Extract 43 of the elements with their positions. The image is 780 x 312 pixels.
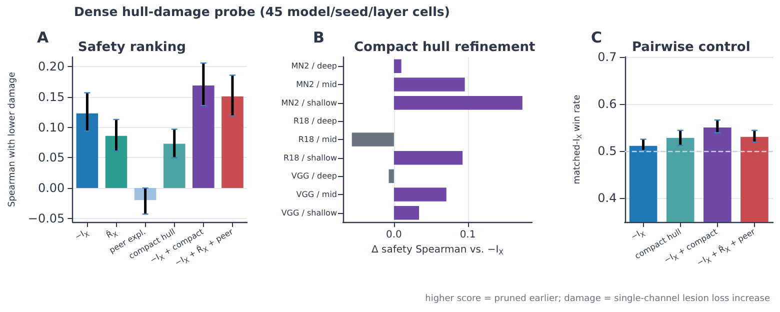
- y-tick-label: MN2 / deep: [291, 62, 337, 71]
- y-tick-label: R18 / mid: [298, 135, 337, 144]
- y-tick-label: R18 / shallow: [283, 153, 338, 162]
- bar: [105, 136, 128, 188]
- y-tick-label: 0.6: [598, 97, 617, 112]
- text: B: [313, 28, 324, 46]
- y-tick-label: 0.05: [38, 150, 65, 165]
- chart-title: Pairwise control: [632, 40, 750, 55]
- bar: [222, 96, 244, 188]
- y-tick-label: 0.15: [38, 90, 65, 104]
- bar: [76, 113, 98, 188]
- bar: [192, 86, 214, 188]
- y-axis-title: Spearman with lower damage: [8, 72, 18, 208]
- y-tick-label: −0.05: [28, 211, 65, 226]
- bar: [352, 132, 394, 146]
- x-tick-label: 0.0: [386, 230, 402, 240]
- bar: [394, 96, 522, 110]
- bar: [394, 206, 420, 220]
- y-tick-label: 0.7: [598, 50, 617, 64]
- y-tick-label: VGG / mid: [296, 190, 337, 199]
- text: Dense hull-damage probe (45 model/seed/layer cells): [74, 4, 450, 19]
- y-tick-label: 0.10: [38, 120, 65, 134]
- y-tick-label: MN2 / shallow: [281, 98, 338, 108]
- y-tick-label: 0.4: [598, 191, 617, 206]
- bar: [163, 144, 186, 188]
- text: higher score = pruned earlier; damage = single-channel lesion loss increase: [425, 294, 770, 304]
- bar: [394, 150, 463, 165]
- y-tick-label: VGG / shallow: [281, 208, 338, 218]
- y-tick-label: 0.20: [38, 60, 65, 74]
- y-tick-label: R18 / deep: [293, 116, 337, 126]
- bar: [388, 169, 394, 184]
- text: A: [37, 28, 49, 46]
- text: C: [591, 28, 602, 46]
- chart-title: Compact hull refinement: [354, 40, 536, 55]
- y-tick-label: 0.5: [598, 144, 617, 158]
- x-tick-label: 0.1: [460, 230, 476, 240]
- bar: [394, 59, 402, 74]
- chart-title: Safety ranking: [78, 40, 186, 55]
- y-tick-label: 0.00: [38, 181, 65, 196]
- bar: [394, 188, 446, 202]
- y-tick-label: MN2 / mid: [296, 80, 337, 89]
- y-tick-label: VGG / deep: [291, 172, 337, 181]
- bar: [394, 78, 465, 92]
